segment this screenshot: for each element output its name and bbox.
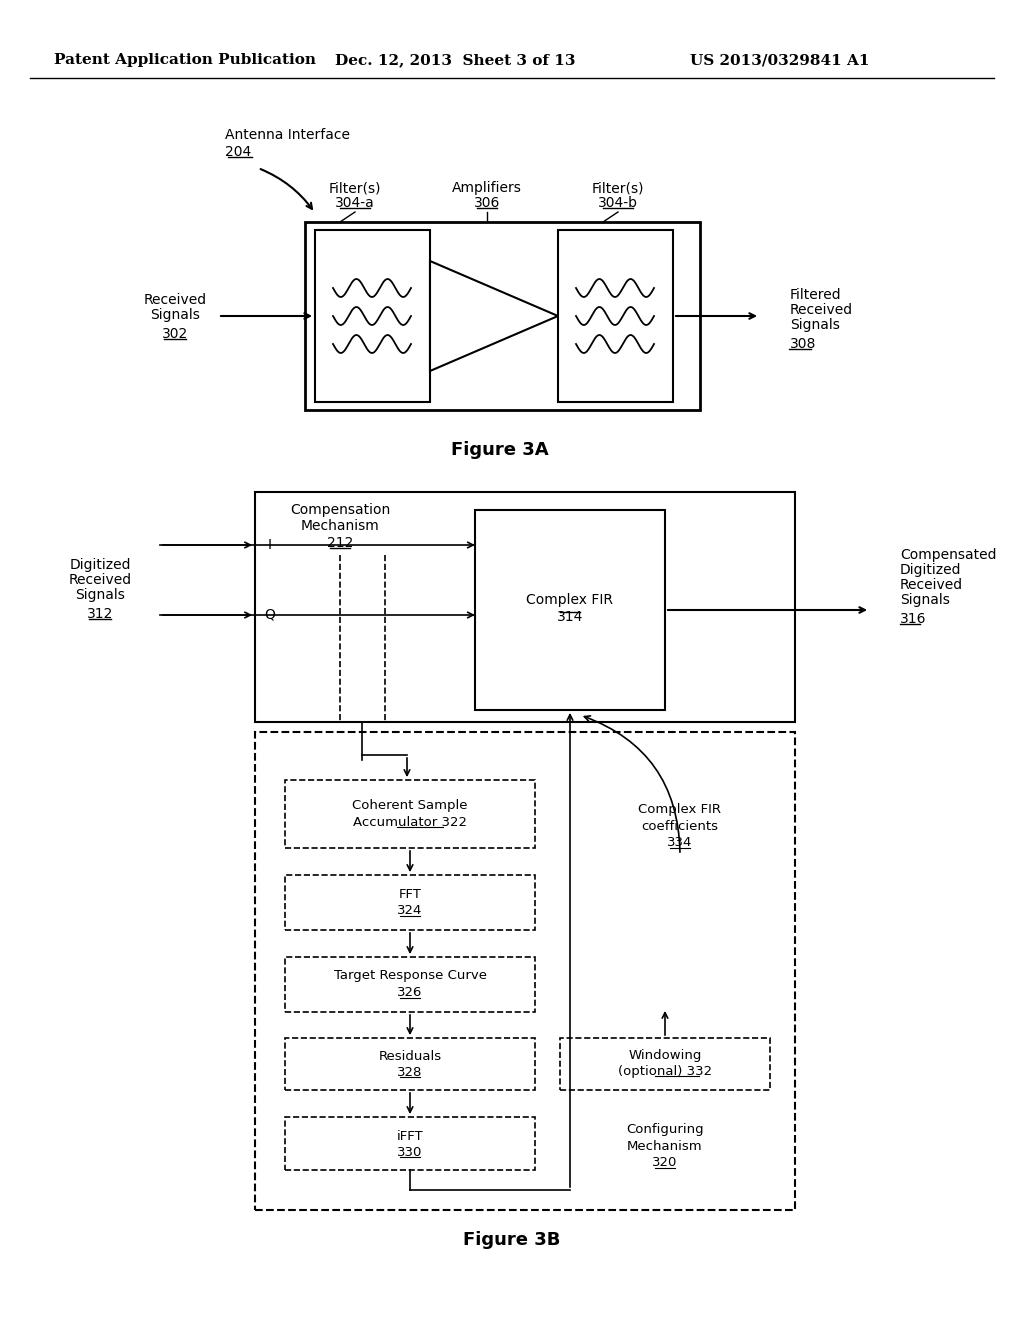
Text: Received: Received (69, 573, 131, 587)
Text: Figure 3A: Figure 3A (452, 441, 549, 459)
Text: Patent Application Publication: Patent Application Publication (54, 53, 316, 67)
Text: Accumulator 322: Accumulator 322 (353, 816, 467, 829)
Text: Signals: Signals (151, 308, 200, 322)
Text: Filter(s): Filter(s) (592, 181, 644, 195)
Text: Q: Q (264, 609, 275, 622)
Polygon shape (430, 261, 558, 371)
Text: 314: 314 (557, 610, 584, 624)
Text: US 2013/0329841 A1: US 2013/0329841 A1 (690, 53, 869, 67)
Text: Digitized: Digitized (900, 564, 962, 577)
Text: Received: Received (900, 578, 964, 591)
Bar (255, 733, 795, 1210)
Text: Compensated: Compensated (900, 548, 996, 562)
Text: 326: 326 (397, 986, 423, 999)
Text: iFFT: iFFT (396, 1130, 423, 1143)
Text: 304-a: 304-a (335, 195, 375, 210)
Text: Mechanism: Mechanism (301, 519, 379, 533)
Bar (285, 780, 535, 847)
Text: FFT: FFT (398, 888, 422, 902)
Text: 320: 320 (652, 1156, 678, 1170)
Text: 302: 302 (162, 327, 188, 341)
Text: 204: 204 (225, 145, 251, 158)
Text: Amplifiers: Amplifiers (452, 181, 522, 195)
Text: Digitized: Digitized (70, 558, 131, 572)
Text: Coherent Sample: Coherent Sample (352, 799, 468, 812)
Bar (305, 222, 700, 411)
Text: 212: 212 (327, 536, 353, 550)
Text: Residuals: Residuals (379, 1049, 441, 1063)
Text: Signals: Signals (900, 593, 950, 607)
Text: 306: 306 (474, 195, 500, 210)
Bar (558, 230, 673, 403)
Text: 328: 328 (397, 1065, 423, 1078)
Text: Antenna Interface: Antenna Interface (225, 128, 350, 143)
Text: 334: 334 (668, 837, 692, 850)
Bar (285, 1117, 535, 1170)
Bar (475, 510, 665, 710)
Text: Windowing: Windowing (629, 1048, 701, 1061)
Bar (560, 1038, 770, 1090)
Text: Filtered: Filtered (790, 288, 842, 302)
Text: 304-b: 304-b (598, 195, 638, 210)
Text: Filter(s): Filter(s) (329, 181, 381, 195)
Text: I: I (268, 539, 272, 552)
Text: Complex FIR: Complex FIR (526, 593, 613, 607)
Text: 308: 308 (790, 337, 816, 351)
Text: Received: Received (790, 304, 853, 317)
Text: Signals: Signals (75, 587, 125, 602)
Text: 324: 324 (397, 904, 423, 917)
Bar (285, 957, 535, 1012)
Text: 312: 312 (87, 607, 114, 620)
Bar (285, 1038, 535, 1090)
Bar (315, 230, 430, 403)
Text: (optional) 332: (optional) 332 (617, 1064, 712, 1077)
Text: coefficients: coefficients (641, 820, 719, 833)
Text: Target Response Curve: Target Response Curve (334, 969, 486, 982)
Text: 316: 316 (900, 612, 927, 626)
Text: Mechanism: Mechanism (627, 1139, 702, 1152)
Text: 330: 330 (397, 1146, 423, 1159)
Text: Figure 3B: Figure 3B (463, 1232, 561, 1249)
Text: Complex FIR: Complex FIR (639, 804, 722, 817)
Bar (255, 492, 795, 722)
Bar (285, 875, 535, 931)
Text: Dec. 12, 2013  Sheet 3 of 13: Dec. 12, 2013 Sheet 3 of 13 (335, 53, 575, 67)
Text: Compensation: Compensation (290, 503, 390, 517)
Text: Configuring: Configuring (627, 1123, 703, 1137)
Text: Signals: Signals (790, 318, 840, 333)
Text: Received: Received (143, 293, 207, 308)
